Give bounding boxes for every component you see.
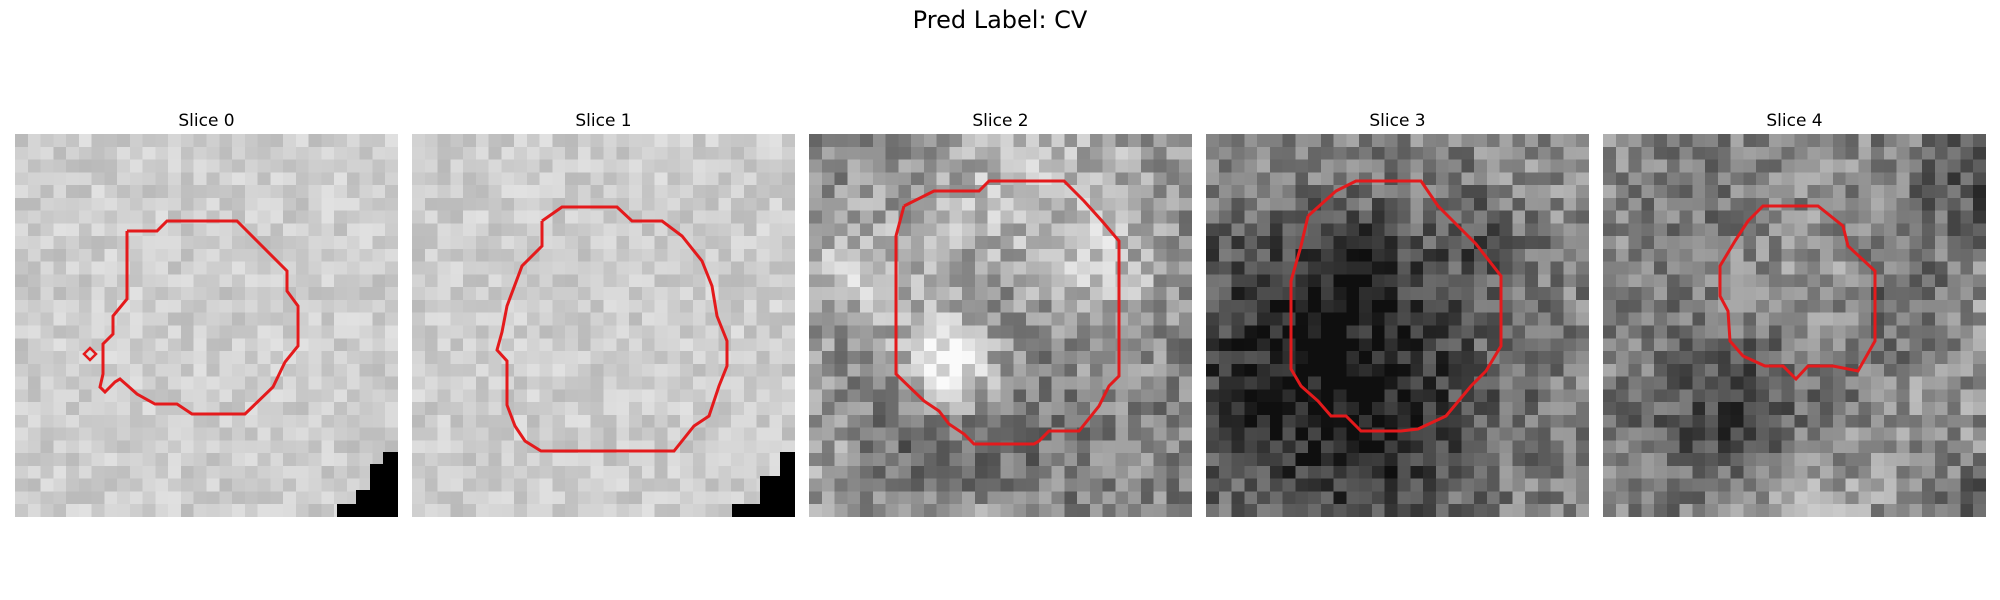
slice-panel-4: Slice 4 xyxy=(1603,108,1986,517)
segmentation-contour xyxy=(1718,204,1877,382)
slice-image xyxy=(15,134,398,517)
small-contour xyxy=(82,346,98,362)
pixel-grid xyxy=(412,134,795,517)
slice-image xyxy=(412,134,795,517)
slice-title: Slice 4 xyxy=(1766,111,1823,131)
pixel-grid xyxy=(15,134,398,517)
slice-panel-3: Slice 3 xyxy=(1206,108,1589,517)
corner-mask xyxy=(337,452,398,517)
corner-mask xyxy=(732,452,795,517)
slice-panel-1: Slice 1 xyxy=(412,108,795,517)
figure-title: Pred Label: CV xyxy=(912,6,1088,34)
slice-panel-2: Slice 2 xyxy=(809,108,1192,517)
slice-image xyxy=(1603,134,1986,517)
slice-image xyxy=(1206,134,1589,517)
slice-title: Slice 3 xyxy=(1369,111,1426,131)
slice-title: Slice 0 xyxy=(178,111,235,131)
segmentation-contour xyxy=(98,219,300,416)
pixel-grid xyxy=(809,134,1192,517)
slice-title: Slice 2 xyxy=(972,111,1029,131)
pixel-grid xyxy=(1603,134,1986,517)
slice-panel-0: Slice 0 xyxy=(15,108,398,517)
slice-image xyxy=(809,134,1192,517)
slice-title: Slice 1 xyxy=(575,111,632,131)
segmentation-contour xyxy=(894,179,1121,446)
segmentation-contour xyxy=(495,205,729,453)
segmentation-contour xyxy=(1289,179,1503,433)
pixel-grid xyxy=(1206,134,1589,517)
